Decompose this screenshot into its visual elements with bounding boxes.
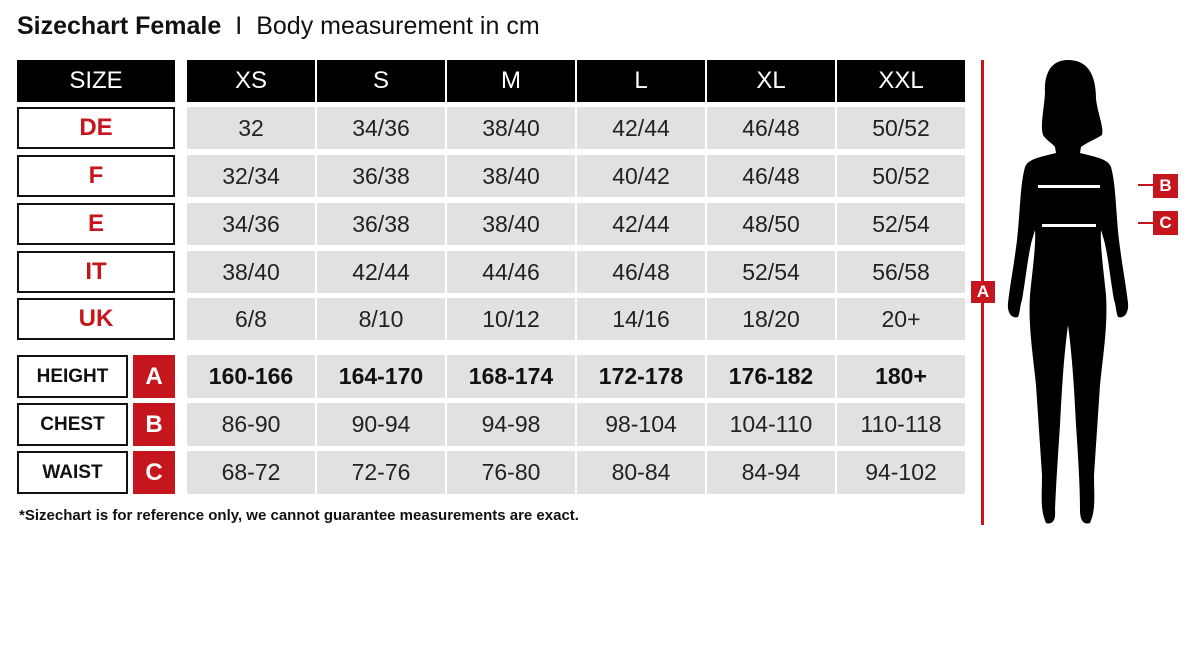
header-size-xs: XS — [187, 60, 315, 102]
header-size-l: L — [577, 60, 705, 102]
table-cell: 36/38 — [317, 155, 445, 197]
table-cell: 46/48 — [577, 251, 705, 293]
table-cell: 50/52 — [837, 107, 965, 149]
height-line-bottom — [981, 303, 984, 525]
table-cell: 52/54 — [837, 203, 965, 245]
header-size-m: M — [447, 60, 575, 102]
table-cell: 56/58 — [837, 251, 965, 293]
table-cell: 6/8 — [187, 298, 315, 340]
height-marker: A — [971, 281, 995, 303]
table-cell: 34/36 — [317, 107, 445, 149]
page-title: Sizechart Female I Body measurement in cm — [17, 12, 540, 41]
table-cell: 42/44 — [317, 251, 445, 293]
table-cell: 94-98 — [447, 403, 575, 446]
table-cell: 8/10 — [317, 298, 445, 340]
table-cell: 38/40 — [447, 203, 575, 245]
title-main: Sizechart Female — [17, 12, 222, 40]
table-cell: 38/40 — [187, 251, 315, 293]
table-cell: 34/36 — [187, 203, 315, 245]
header-size-s: S — [317, 60, 445, 102]
measure-label-chest: CHEST — [17, 403, 128, 446]
table-cell: 38/40 — [447, 155, 575, 197]
table-cell: 76-80 — [447, 451, 575, 494]
measure-label-waist: WAIST — [17, 451, 128, 494]
measure-letter-b: B — [133, 403, 175, 446]
table-cell: 14/16 — [577, 298, 705, 340]
chest-marker: B — [1153, 174, 1178, 198]
table-cell: 168-174 — [447, 355, 575, 398]
header-size-xxl: XXL — [837, 60, 965, 102]
table-cell: 90-94 — [317, 403, 445, 446]
table-cell: 20+ — [837, 298, 965, 340]
footnote: *Sizechart is for reference only, we can… — [19, 507, 579, 524]
title-separator: I — [235, 12, 243, 40]
table-cell: 110-118 — [837, 403, 965, 446]
table-cell: 32/34 — [187, 155, 315, 197]
header-size-xl: XL — [707, 60, 835, 102]
table-cell: 98-104 — [577, 403, 705, 446]
measure-letter-c: C — [133, 451, 175, 494]
table-cell: 44/46 — [447, 251, 575, 293]
table-cell: 40/42 — [577, 155, 705, 197]
table-cell: 160-166 — [187, 355, 315, 398]
table-cell: 94-102 — [837, 451, 965, 494]
header-size-label: SIZE — [17, 60, 175, 102]
table-cell: 10/12 — [447, 298, 575, 340]
table-cell: 164-170 — [317, 355, 445, 398]
table-cell: 104-110 — [707, 403, 835, 446]
table-cell: 172-178 — [577, 355, 705, 398]
female-silhouette-icon — [1007, 60, 1129, 524]
row-label-uk: UK — [17, 298, 175, 340]
table-cell: 84-94 — [707, 451, 835, 494]
table-cell: 48/50 — [707, 203, 835, 245]
measure-label-height: HEIGHT — [17, 355, 128, 398]
height-line-top — [981, 60, 984, 281]
table-cell: 176-182 — [707, 355, 835, 398]
table-cell: 46/48 — [707, 155, 835, 197]
table-cell: 18/20 — [707, 298, 835, 340]
table-cell: 72-76 — [317, 451, 445, 494]
waist-marker-line — [1138, 222, 1154, 224]
row-label-f: F — [17, 155, 175, 197]
table-cell: 180+ — [837, 355, 965, 398]
table-cell: 86-90 — [187, 403, 315, 446]
table-cell: 68-72 — [187, 451, 315, 494]
table-cell: 80-84 — [577, 451, 705, 494]
title-subtitle: Body measurement in cm — [256, 12, 540, 40]
row-label-e: E — [17, 203, 175, 245]
table-cell: 42/44 — [577, 203, 705, 245]
waist-marker: C — [1153, 211, 1178, 235]
chest-marker-line — [1138, 184, 1154, 186]
table-cell: 52/54 — [707, 251, 835, 293]
table-cell: 42/44 — [577, 107, 705, 149]
table-cell: 32 — [187, 107, 315, 149]
row-label-it: IT — [17, 251, 175, 293]
measure-letter-a: A — [133, 355, 175, 398]
table-cell: 36/38 — [317, 203, 445, 245]
table-cell: 50/52 — [837, 155, 965, 197]
table-cell: 46/48 — [707, 107, 835, 149]
row-label-de: DE — [17, 107, 175, 149]
table-cell: 38/40 — [447, 107, 575, 149]
